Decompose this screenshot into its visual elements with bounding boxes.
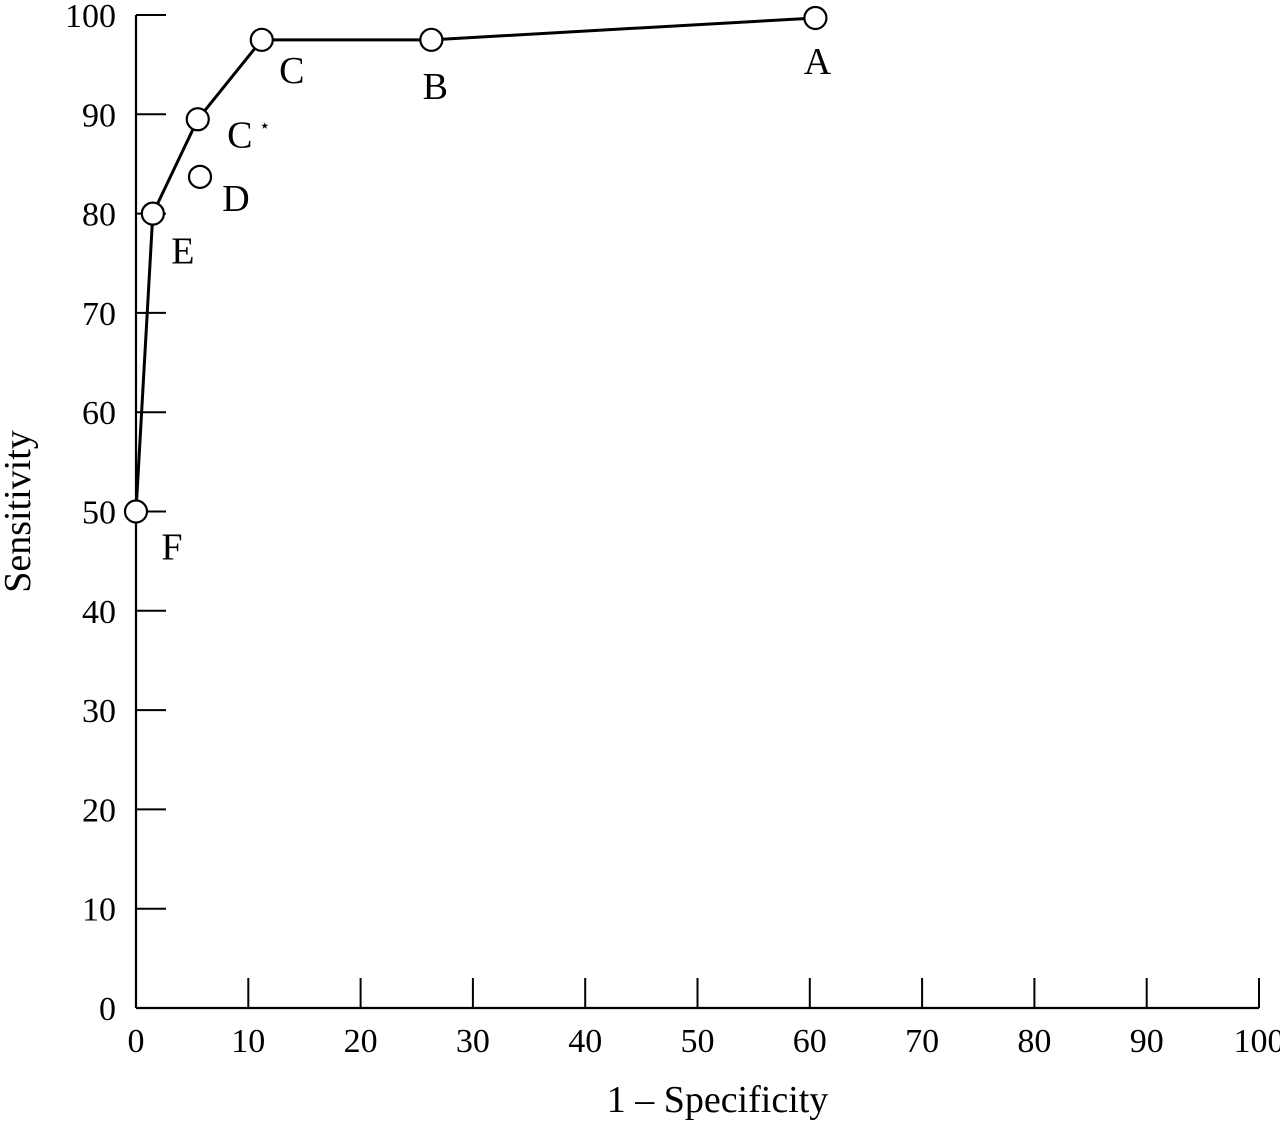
point-label-e: E	[171, 231, 194, 273]
data-point-e	[140, 201, 165, 226]
data-point-c-star	[185, 107, 210, 132]
y-tick-label: 20	[82, 792, 116, 829]
y-tick-label: 40	[82, 594, 116, 631]
y-tick-label: 70	[82, 296, 116, 333]
x-tick-label: 0	[128, 1023, 145, 1060]
y-axis-title: Sensitivity	[0, 430, 39, 593]
point-label-f: F	[161, 527, 182, 569]
x-tick-label: 90	[1130, 1023, 1164, 1060]
x-tick-label: 100	[1234, 1023, 1280, 1060]
x-axis-title: 1 – Specificity	[607, 1079, 829, 1121]
data-point-f	[123, 499, 149, 524]
x-tick-label: 30	[456, 1023, 490, 1060]
data-point-a	[803, 5, 828, 31]
x-tick-label: 50	[681, 1023, 715, 1060]
point-label-d: D	[222, 178, 249, 220]
point-labels: FEC ⋆DC BA	[161, 41, 831, 569]
point-label-c: C	[279, 50, 304, 92]
y-tick-label: 100	[65, 0, 116, 35]
y-tick-label: 60	[82, 395, 116, 432]
point-label-superscript: ⋆	[259, 115, 270, 136]
point-label-a: A	[804, 41, 832, 83]
y-tick-label: 50	[82, 495, 116, 532]
roc-curve	[134, 16, 816, 512]
x-tick-label: 10	[231, 1023, 265, 1060]
point-label-b: B	[423, 66, 448, 108]
point-label-c-star: C	[227, 114, 252, 156]
x-tick-label: 80	[1017, 1023, 1051, 1060]
x-tick-label: 70	[905, 1023, 939, 1060]
data-point-b	[419, 27, 444, 52]
y-tick-label: 90	[82, 97, 116, 134]
x-tick-label: 60	[793, 1023, 827, 1060]
y-tick-label: 80	[82, 197, 116, 234]
ticks: 0 10 20 30 40 50 60 70 80 90 100 0 10 20 30 40 50 60 70 80 9…	[65, 0, 1280, 1060]
x-tick-label: 20	[344, 1023, 378, 1060]
data-point-c	[249, 27, 274, 52]
y-tick-label: 10	[82, 892, 116, 929]
y-tick-label: 30	[82, 693, 116, 730]
y-tick-label: 0	[99, 991, 116, 1028]
roc-series	[123, 5, 828, 524]
data-point-d	[187, 164, 213, 189]
axes	[134, 15, 1259, 1010]
x-tick-label: 40	[568, 1023, 602, 1060]
